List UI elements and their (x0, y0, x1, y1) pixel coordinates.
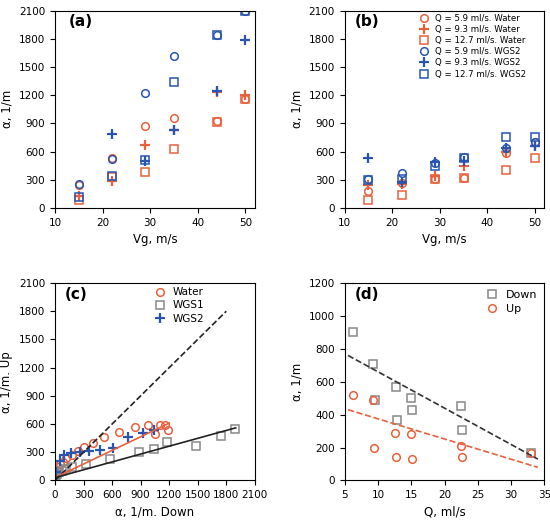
Y-axis label: α, 1/m: α, 1/m (290, 363, 303, 401)
Text: (b): (b) (355, 14, 379, 30)
Legend: Down, Up: Down, Up (480, 289, 539, 315)
X-axis label: α, 1/m. Down: α, 1/m. Down (116, 506, 195, 518)
Text: (d): (d) (355, 287, 379, 302)
Text: (c): (c) (65, 287, 88, 302)
Text: (a): (a) (69, 14, 93, 30)
Y-axis label: α, 1/m: α, 1/m (290, 90, 303, 128)
Y-axis label: α, 1/m. Up: α, 1/m. Up (1, 351, 13, 413)
X-axis label: Q, ml/s: Q, ml/s (424, 506, 465, 518)
X-axis label: Vg, m/s: Vg, m/s (422, 233, 467, 246)
Y-axis label: α, 1/m: α, 1/m (1, 90, 13, 128)
Legend: Water, WGS1, WGS2: Water, WGS1, WGS2 (148, 286, 206, 325)
Legend: Q = 5.9 ml/s. Water, Q = 9.3 ml/s. Water, Q = 12.7 ml/s. Water, Q = 5.9 ml/s. WG: Q = 5.9 ml/s. Water, Q = 9.3 ml/s. Water… (415, 13, 527, 79)
X-axis label: Vg, m/s: Vg, m/s (133, 233, 177, 246)
